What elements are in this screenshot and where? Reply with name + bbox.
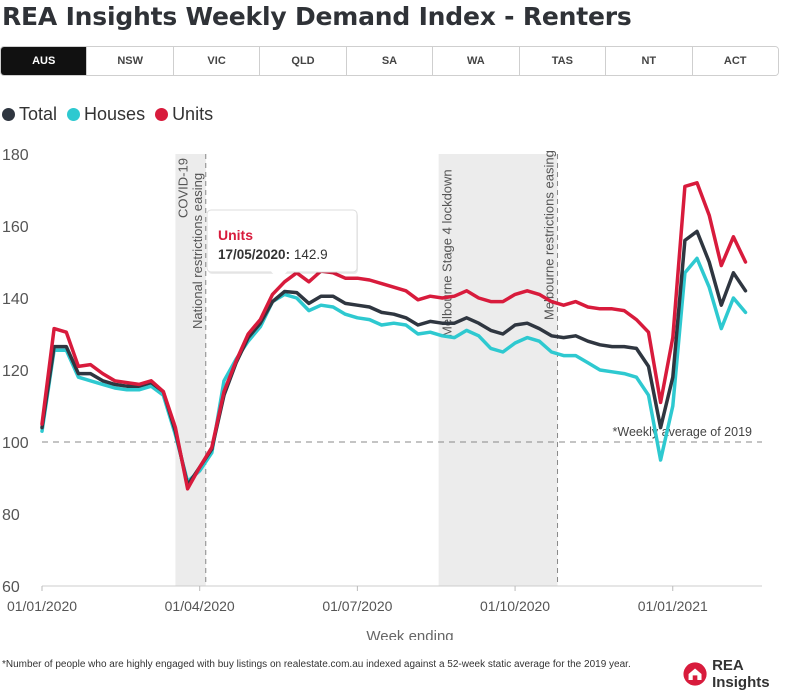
tooltip-date: 17/05/2020:	[218, 247, 294, 262]
melbourne-stage-4-lockdown-label: Melbourne Stage 4 lockdown	[440, 169, 455, 337]
x-axis-title: Week ending	[366, 628, 453, 640]
footnote: *Number of people who are highly engaged…	[2, 659, 631, 670]
x-tick-label-5: 01/01/2021	[638, 598, 708, 614]
region-tabs: AUS NSW VIC QLD SA WA TAS NT ACT	[0, 46, 779, 76]
tooltip-pointer	[271, 271, 288, 280]
tab-sa[interactable]: SA	[346, 47, 434, 75]
weekly-average-2019-label: *Weekly average of 2019	[613, 425, 752, 439]
tooltip-value-line: 17/05/2020: 142.9	[218, 247, 328, 262]
legend-label-total: Total	[19, 104, 58, 124]
series-line-total	[40, 229, 748, 487]
series-line-units	[40, 181, 748, 491]
chart-title: REA Insights Weekly Demand Index - Rente…	[2, 2, 632, 31]
tab-vic[interactable]: VIC	[173, 47, 261, 75]
chart-legend: Total Houses Units	[2, 104, 223, 125]
tab-nt[interactable]: NT	[606, 47, 693, 75]
covid-19-label: COVID-19	[175, 158, 190, 218]
y-tick-label-140: 140	[2, 291, 29, 308]
legend-item-houses[interactable]: Houses	[67, 104, 145, 125]
legend-item-units[interactable]: Units	[155, 104, 213, 125]
tab-wa[interactable]: WA	[433, 47, 520, 75]
x-tick-label-1: 01/01/2020	[7, 598, 77, 614]
series-line-houses	[40, 256, 748, 484]
tab-act[interactable]: ACT	[692, 47, 778, 75]
x-tick-label-2: 01/04/2020	[165, 598, 235, 614]
brand-name: REA Insights	[712, 657, 770, 691]
legend-label-units: Units	[172, 104, 214, 124]
melbourne-restrictions-easing-label: Melbourne restrictions easing	[542, 150, 557, 320]
legend-marker-houses	[67, 108, 81, 121]
legend-marker-total	[2, 108, 15, 121]
y-tick-label-80: 80	[2, 507, 20, 524]
tab-qld[interactable]: QLD	[260, 47, 347, 75]
shaded-period-1	[175, 154, 206, 586]
x-tick-label-4: 01/10/2020	[480, 598, 550, 614]
national-restrictions-easing-label: National restrictions easing	[190, 173, 205, 329]
legend-marker-units	[155, 108, 169, 121]
y-tick-label-100: 100	[2, 435, 29, 452]
rea-house-icon	[683, 662, 707, 686]
x-tick-label-3: 01/07/2020	[322, 598, 392, 614]
legend-label-houses: Houses	[84, 104, 146, 124]
y-tick-label-60: 60	[2, 579, 20, 596]
y-tick-label-120: 120	[2, 363, 29, 380]
tab-aus[interactable]: AUS	[1, 47, 88, 75]
tooltip-series-name: Units	[218, 227, 253, 243]
legend-item-total[interactable]: Total	[2, 104, 57, 125]
tooltip-value: 142.9	[294, 247, 328, 262]
y-tick-label-180: 180	[2, 147, 29, 164]
line-chart: 60 80 100 120 140 160 180 01/01/2020 01/04/2020 0…	[2, 147, 762, 640]
shaded-period-2	[438, 154, 558, 586]
y-tick-label-160: 160	[2, 219, 29, 236]
rea-insights-logo: REA Insights	[683, 657, 798, 691]
tab-nsw[interactable]: NSW	[87, 47, 174, 75]
tab-tas[interactable]: TAS	[519, 47, 607, 75]
